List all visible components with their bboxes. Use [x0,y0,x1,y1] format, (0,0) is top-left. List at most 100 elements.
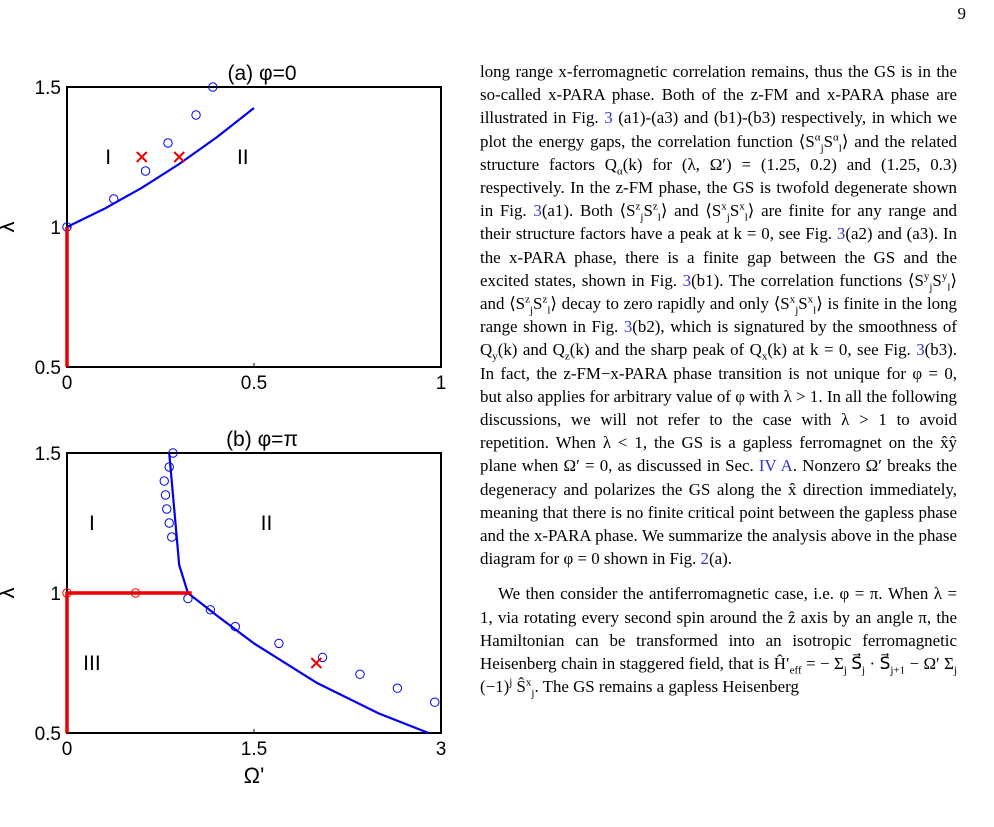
y-tick-label: 1.5 [35,78,61,99]
text-run: (a). [709,549,732,569]
text-run: (a2) and (a3). In the x-PARA phase, ther… [480,224,958,290]
text-run: S⃗ [846,654,863,674]
text-run: j+1 [890,664,906,677]
data-point-circle [109,194,119,204]
text-run: = − Σ [801,654,844,674]
text-run: eff [789,664,802,677]
text-run: z [652,200,658,213]
data-point-circle [317,652,328,663]
phase-boundary-blue [187,592,429,735]
text-run: ⟩ and ⟨S [660,201,722,221]
text-run: (k) at k = 0, see Fig. [767,340,917,360]
page-number: 9 [957,4,967,23]
text-run: · S⃗ [865,654,891,674]
data-point-circle [205,605,216,615]
text-run: (b2), which is signatured by the smoothn… [480,317,958,360]
data-point-circle [164,462,174,472]
text-run: y [941,270,948,283]
region-label: I [89,512,95,535]
text-run: We then consider the antiferromagnetic c… [480,584,957,674]
text-run: j [929,281,933,294]
text-run: ⟩ and the related structure factors Q [480,131,957,174]
text-run: S [798,294,808,314]
phase-boundary-blue [66,107,255,228]
data-point-circle [167,532,177,542]
text-run: l [657,211,661,224]
data-point-circle [164,518,174,528]
text-run: j [726,211,730,224]
text-run: ⟩ are finite for any range and their str… [480,201,958,244]
text-run: l [547,304,551,317]
text-run: l [813,304,817,317]
data-point-circle [140,166,151,176]
region-label: II [237,146,249,169]
data-point-circle [163,138,173,148]
x-axis-label: Ω' [244,763,265,788]
text-run: (k) for (λ, Ω′) = (1.25, 0.2) and (1.25,… [480,154,957,221]
text-run: (b1). The correlation functions ⟨S [691,270,924,290]
x-tick-label: 3 [436,739,447,760]
text-run: y [492,350,498,363]
text-run: x [807,293,814,306]
panel-title: (b) φ=π [226,428,298,451]
y-tick-label: 0.5 [35,358,61,379]
body-text-column: long range x-ferromagnetic correlation r… [480,60,958,699]
text-run: x [525,676,532,689]
region-label: III [83,652,101,675]
text-run: (a1). Both ⟨S [541,201,636,221]
text-run: j [862,664,866,677]
data-point-circle [130,588,141,598]
text-run: ⟩ decay to zero rapidly and only ⟨S [550,294,790,314]
y-tick-label: 1 [50,584,61,605]
paragraph-1: long range x-ferromagnetic correlation r… [480,60,957,570]
text-run: α [814,130,821,143]
plot-frame [66,86,442,368]
data-point-circle [191,110,201,120]
data-point-circle [355,669,365,679]
cross-reference-link[interactable]: 3 [682,270,692,290]
text-run: x [761,350,768,363]
data-point-circle [183,593,193,604]
text-run: (b3). In fact, the z-FM−x-PARA phase tra… [480,340,958,476]
region-label: II [261,512,273,535]
text-run: S [643,201,653,221]
text-run: Ŝ [512,677,526,697]
text-run: j [953,664,958,677]
text-run: − Ω′ Σ [905,654,954,674]
y-tick-label: 1 [50,218,61,239]
data-point-circle [430,697,440,707]
x-tick-label: 0 [62,373,73,394]
text-run: S [533,294,543,314]
marker-cross-stroke [310,657,323,669]
phase-boundary-red [65,591,192,733]
y-tick-label: 0.5 [35,724,61,745]
text-run: ⟩ and ⟨S [480,270,957,314]
text-run: l [744,211,748,224]
cross-reference-link[interactable]: IV A [758,456,793,476]
data-point-circle [160,490,171,500]
panel-title: (a) φ=0 [227,62,296,85]
x-tick-label: 1.5 [241,739,267,760]
text-run: j [640,211,644,224]
data-point-circle [208,82,218,92]
region-label: I [105,146,111,169]
data-point-circle [274,638,284,649]
cross-reference-link[interactable]: 3 [916,340,925,360]
text-run: z [525,293,530,306]
cross-reference-link[interactable]: 3 [836,224,846,244]
marker-cross [136,151,148,163]
panel-a: (a) φ=000.510.511.5λIII [0,62,446,394]
cross-reference-link[interactable]: 2 [700,549,709,569]
data-point-circle [230,621,241,632]
data-point-circle [62,588,72,598]
cross-reference-link[interactable]: 3 [533,201,542,221]
cross-reference-link[interactable]: 3 [604,108,613,128]
text-run: j [529,304,534,317]
text-run: y [923,270,930,283]
text-run: α [833,130,839,143]
cross-reference-link[interactable]: 3 [623,317,633,337]
phase-boundary-blue [168,452,189,594]
text-run: l [838,141,842,154]
text-run: x [739,200,745,213]
